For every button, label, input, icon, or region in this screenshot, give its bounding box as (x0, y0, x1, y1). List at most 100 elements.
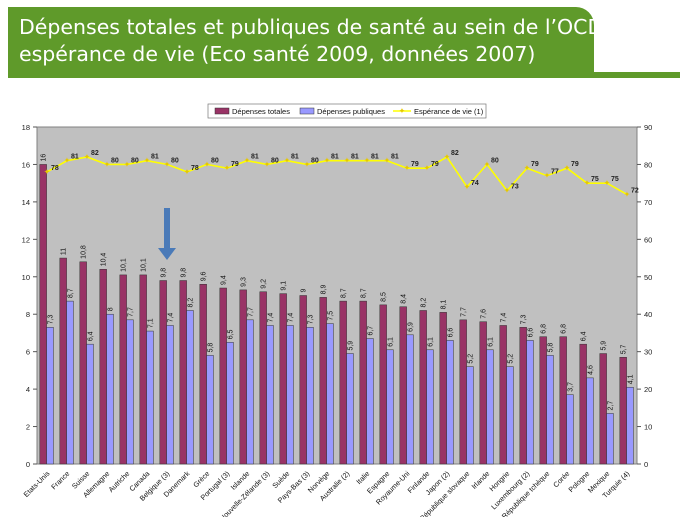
bar-public-label: 7,7 (248, 307, 255, 317)
life-expectancy-label: 79 (231, 161, 239, 168)
bar-public (466, 366, 474, 465)
life-expectancy-point: ✦ (104, 160, 111, 169)
bar-total (359, 300, 367, 465)
category-label: France (49, 469, 71, 491)
life-expectancy-line (46, 155, 628, 196)
bar-public-label: 5,8 (548, 343, 555, 353)
bar-total (599, 353, 607, 465)
page-title-line-1: Dépenses totales et publiques de santé a… (19, 15, 644, 39)
bar-total (439, 312, 447, 465)
life-expectancy-label: 81 (71, 154, 79, 161)
bar-total-label: 16 (41, 154, 48, 162)
life-expectancy-point: ✦ (264, 160, 271, 169)
bar-total-label: 11 (61, 248, 68, 255)
bar-total (199, 284, 207, 465)
bar-public-label: 6,7 (368, 326, 375, 336)
bar-public-label: 7,3 (48, 314, 55, 324)
life-expectancy-label: 80 (111, 157, 119, 164)
title-divider (8, 72, 680, 78)
bar-total-label: 9 (301, 289, 308, 293)
bar-public-label: 5,2 (508, 354, 515, 364)
bar-public (46, 327, 54, 465)
bar-total (459, 319, 467, 465)
life-expectancy-label: 80 (491, 157, 499, 164)
bar-public-label: 8 (108, 307, 115, 311)
life-expectancy-point: ✦ (484, 160, 491, 169)
life-expectancy-point: ✦ (404, 164, 411, 173)
bar-public-label: 7,3 (308, 314, 315, 324)
left-axis-tick-label: 0 (26, 460, 30, 469)
life-expectancy-label: 80 (271, 157, 279, 164)
bar-public (86, 343, 94, 465)
bar-total (279, 293, 287, 465)
life-expectancy-label: 80 (311, 157, 319, 164)
legend-label-public: Dépenses publiques (317, 107, 385, 116)
life-expectancy-point: ✦ (524, 164, 531, 173)
bar-public (626, 386, 634, 465)
life-expectancy-label: 78 (191, 165, 199, 172)
chart-frame: 0 2 4 6 8 10 12 14 16 18 0 10 20 30 40 50 60 70 80 90 16 7,3 1… (10, 94, 678, 522)
life-expectancy-point: ✦ (624, 190, 631, 199)
bar-total-label: 8,9 (321, 285, 328, 295)
bar-public (586, 377, 594, 465)
category-label: Italie (354, 469, 371, 486)
bar-total (319, 297, 327, 465)
bar-public (286, 325, 294, 465)
life-expectancy-point: ✦ (44, 167, 51, 176)
life-expectancy-point: ✦ (124, 160, 131, 169)
life-expectancy-label: 81 (371, 154, 379, 161)
bar-total (299, 295, 307, 465)
bar-total (139, 274, 147, 465)
right-axis-tick-label: 80 (644, 160, 652, 169)
bar-total (179, 280, 187, 465)
life-expectancy-label: 82 (91, 150, 99, 157)
life-expectancy-label: 81 (391, 154, 399, 161)
bar-public-label: 7,4 (268, 313, 275, 323)
life-expectancy-point: ✦ (204, 160, 211, 169)
bar-public (246, 319, 254, 465)
bar-total-label: 8,4 (401, 294, 408, 304)
bar-public-label: 5,8 (208, 343, 215, 353)
bar-total (259, 291, 267, 465)
bar-public-label: 7,7 (128, 307, 135, 317)
right-axis-tick-label: 70 (644, 198, 652, 207)
right-axis-tick-label: 40 (644, 310, 652, 319)
bar-public (366, 338, 374, 465)
bar-total (399, 306, 407, 465)
bar-public (526, 340, 534, 465)
title-banner: Dépenses totales et publiques de santé a… (8, 7, 644, 73)
bar-public (106, 313, 114, 465)
life-expectancy-label: 79 (531, 161, 539, 168)
left-axis-tick-label: 2 (26, 423, 30, 432)
bar-public (606, 413, 614, 465)
bar-total-label: 5,9 (601, 341, 608, 351)
bar-public (66, 300, 74, 465)
bar-total-label: 9,8 (161, 268, 168, 278)
bar-total (159, 280, 167, 465)
left-axis-tick-label: 12 (22, 235, 30, 244)
bar-public-label: 6,4 (88, 331, 95, 341)
left-axis-tick-label: 14 (22, 198, 30, 207)
bar-total (499, 325, 507, 465)
bar-public (566, 394, 574, 465)
bar-public-label: 6,1 (428, 337, 435, 347)
bar-total (239, 289, 247, 465)
bar-public-label: 6,1 (488, 337, 495, 347)
bar-total (79, 261, 87, 465)
life-expectancy-label: 80 (171, 157, 179, 164)
life-expectancy-label: 80 (211, 157, 219, 164)
bar-public-label: 6,5 (228, 329, 235, 339)
life-expectancy-label: 77 (551, 169, 559, 176)
bar-public-label: 5,9 (348, 341, 355, 351)
category-label: Autriche (106, 469, 131, 494)
right-axis-tick-label: 20 (644, 385, 652, 394)
life-expectancy-point: ✦ (464, 182, 471, 191)
life-expectancy-point: ✦ (144, 156, 151, 165)
life-expectancy-point: ✦ (64, 156, 71, 165)
life-expectancy-point: ✦ (444, 152, 451, 161)
life-expectancy-point: ✦ (224, 164, 231, 173)
life-expectancy-label: 81 (251, 154, 259, 161)
life-expectancy-point: ✦ (344, 156, 351, 165)
left-axis-tick-label: 18 (22, 123, 30, 132)
life-expectancy-point: ✦ (384, 156, 391, 165)
